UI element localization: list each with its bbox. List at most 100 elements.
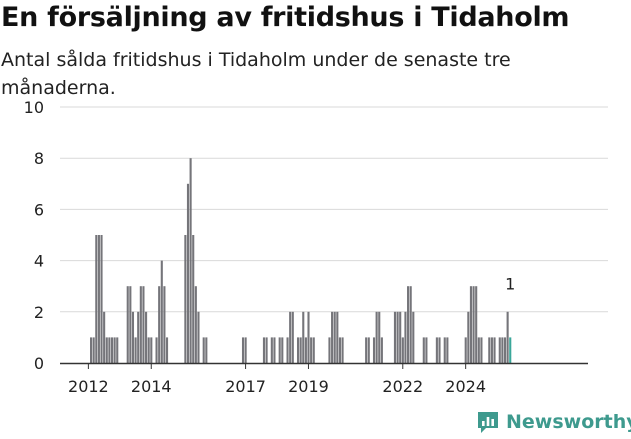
bar [184, 235, 187, 363]
bar [194, 286, 197, 363]
bar [490, 337, 493, 363]
y-axis-labels: 0 2 4 6 8 10 [24, 98, 44, 373]
chart-title: En försäljning av fritidshus i Tidaholm [1, 2, 570, 33]
bar [126, 286, 129, 363]
bar [425, 337, 428, 363]
bar [105, 337, 108, 363]
bar [100, 235, 103, 363]
bar [147, 337, 150, 363]
x-tick-label: 2019 [288, 377, 329, 396]
bar [341, 337, 344, 363]
bar [399, 311, 402, 363]
bar [365, 337, 368, 363]
x-tick-label: 2024 [445, 377, 486, 396]
bar [299, 337, 302, 363]
newsworthy-brand: Newsworthy [476, 408, 631, 436]
bar [134, 337, 137, 363]
y-tick-label: 0 [34, 354, 44, 373]
bar [155, 337, 158, 363]
annotations: 1 [505, 274, 515, 293]
bar [205, 337, 208, 363]
x-tick-label: 2014 [131, 377, 172, 396]
bar [312, 337, 315, 363]
bar [393, 311, 397, 363]
bar [501, 337, 504, 363]
bar [273, 337, 276, 363]
bar [241, 337, 245, 363]
x-tick-label: 2012 [68, 377, 109, 396]
gridlines [60, 106, 608, 313]
y-tick-label: 10 [24, 98, 44, 117]
bar [160, 260, 163, 363]
bar [202, 337, 205, 363]
bar [328, 337, 331, 363]
bar [404, 311, 407, 363]
bar [163, 286, 166, 363]
bar [336, 311, 339, 363]
bar [131, 311, 135, 363]
x-axis [60, 362, 588, 369]
y-tick-label: 6 [34, 200, 44, 219]
bar [469, 286, 472, 363]
bar [422, 337, 425, 363]
bar [165, 337, 169, 363]
bar [197, 311, 200, 363]
bar [380, 337, 383, 363]
bar [498, 337, 501, 363]
y-tick-label: 4 [34, 252, 44, 271]
x-axis-labels: 2012 2014 2017 2019 2022 2024 [68, 377, 486, 396]
bar [110, 337, 114, 363]
bar [412, 311, 415, 363]
bar [262, 337, 266, 363]
bar [281, 337, 284, 363]
chart-subtitle: Antal sålda fritidshus i Tidaholm under … [1, 49, 511, 99]
bar [286, 337, 289, 363]
bar [244, 337, 247, 363]
bar [372, 337, 376, 363]
bar [304, 337, 307, 363]
bar [296, 337, 300, 363]
bar [302, 311, 305, 363]
bar [509, 337, 512, 363]
bar [310, 337, 313, 363]
bar [97, 235, 100, 363]
bar [116, 337, 119, 363]
x-tick-label: 2017 [225, 377, 266, 396]
bar [95, 235, 98, 363]
bar [137, 311, 140, 363]
y-tick-label: 8 [34, 149, 44, 168]
bar [435, 337, 438, 363]
bar [108, 337, 111, 363]
bar [375, 311, 378, 363]
brand-name: Newsworthy [506, 411, 631, 433]
x-tick-label: 2022 [382, 377, 423, 396]
bar [480, 337, 483, 363]
bar [475, 286, 478, 363]
bar [493, 337, 496, 363]
bar [113, 337, 116, 363]
bar [142, 286, 145, 363]
newsworthy-logo-icon [478, 412, 498, 433]
bar [291, 311, 294, 363]
bars [90, 158, 512, 363]
bar [145, 311, 148, 363]
bar [407, 286, 410, 363]
last-value-label: 1 [505, 274, 515, 293]
bar [158, 286, 161, 363]
bar [464, 337, 467, 363]
bar [503, 337, 507, 363]
bar [333, 311, 336, 363]
bar [103, 311, 106, 363]
bar [265, 337, 268, 363]
bar [307, 311, 310, 363]
bar [378, 311, 381, 363]
bar [467, 311, 470, 363]
bar [338, 337, 341, 363]
bar [129, 286, 132, 363]
bar [278, 337, 281, 363]
bar [331, 311, 334, 363]
bar [477, 337, 480, 363]
bar [189, 158, 192, 363]
bar [506, 311, 509, 363]
